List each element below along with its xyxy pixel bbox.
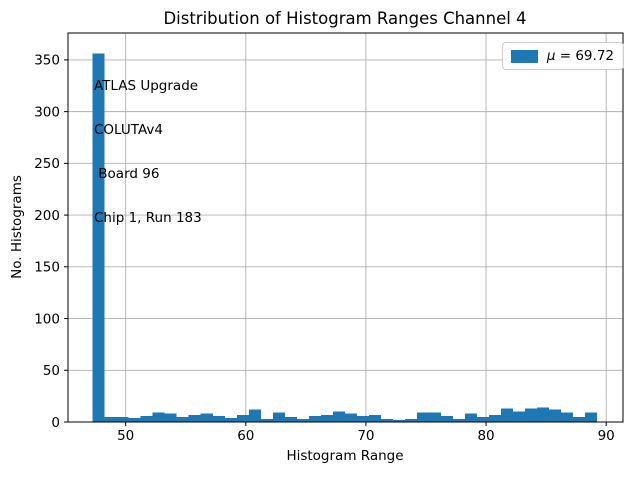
histogram-bar — [152, 412, 165, 422]
histogram-bar — [392, 419, 405, 422]
legend: μ = 69.72 — [501, 42, 624, 70]
histogram-bar — [332, 411, 345, 422]
histogram-bar — [320, 414, 333, 422]
histogram-bar — [116, 416, 129, 422]
x-tick-label: 60 — [237, 428, 254, 444]
histogram-bar — [236, 414, 249, 422]
histogram-bar — [513, 411, 526, 422]
histogram-bar — [453, 418, 466, 422]
x-tick-label: 50 — [117, 428, 134, 444]
legend-label: μ = 69.72 — [546, 48, 614, 64]
histogram-bar — [525, 408, 538, 422]
histogram-bar — [272, 412, 285, 422]
annotation-block: ATLAS Upgrade COLUTAv4 Board 96 Chip 1, … — [94, 50, 202, 254]
histogram-bar — [248, 409, 261, 422]
histogram-bar — [428, 412, 442, 422]
histogram-bar — [561, 412, 574, 422]
histogram-bar — [573, 416, 586, 422]
histogram-bar — [140, 415, 153, 422]
histogram-bar — [164, 413, 177, 422]
histogram-bar — [356, 415, 369, 422]
histogram-bar — [308, 415, 321, 422]
x-tick-label: 80 — [477, 428, 494, 444]
y-tick-label: 50 — [43, 363, 60, 379]
y-tick-label: 300 — [34, 104, 60, 120]
histogram-bar — [585, 412, 598, 422]
histogram-bar — [501, 408, 514, 422]
y-tick-label: 150 — [34, 260, 60, 276]
histogram-bar — [128, 417, 141, 422]
annotation-line: Board 96 — [94, 165, 160, 182]
histogram-bar — [549, 409, 562, 422]
y-tick-label: 0 — [51, 415, 60, 431]
histogram-bar — [212, 415, 225, 422]
x-tick-label: 70 — [357, 428, 374, 444]
histogram-bar — [368, 414, 381, 422]
annotation-line: ATLAS Upgrade — [94, 78, 199, 95]
y-tick-label: 100 — [34, 311, 60, 327]
histogram-bar — [416, 412, 429, 422]
y-tick-label: 350 — [34, 53, 60, 69]
legend-swatch — [510, 49, 538, 63]
histogram-bar — [380, 418, 393, 422]
histogram-bar — [344, 413, 357, 422]
annotation-line: Chip 1, Run 183 — [94, 209, 202, 226]
annotation-line: COLUTAv4 — [94, 121, 164, 138]
histogram-bar — [296, 418, 309, 422]
y-axis-label: No. Histograms — [9, 175, 25, 279]
histogram-bar — [477, 416, 490, 422]
histogram-bar — [284, 416, 297, 422]
histogram-bar — [465, 413, 478, 422]
histogram-bar — [224, 417, 237, 422]
histogram-bar — [176, 416, 189, 422]
histogram-bar — [188, 414, 201, 422]
histogram-bar — [200, 413, 213, 422]
chart-title: Distribution of Histogram Ranges Channel… — [163, 9, 527, 28]
histogram-bar — [441, 415, 454, 422]
x-tick-label: 90 — [598, 428, 615, 444]
histogram-bar — [92, 53, 105, 422]
x-axis-label: Histogram Range — [286, 448, 404, 464]
histogram-bar — [104, 416, 117, 422]
y-tick-label: 250 — [34, 156, 60, 172]
histogram-bar — [260, 418, 273, 422]
histogram-bar — [537, 407, 550, 422]
histogram-bar — [404, 418, 417, 422]
histogram-bar — [489, 414, 502, 422]
plot-frame — [67, 32, 624, 423]
y-tick-label: 200 — [34, 208, 60, 224]
